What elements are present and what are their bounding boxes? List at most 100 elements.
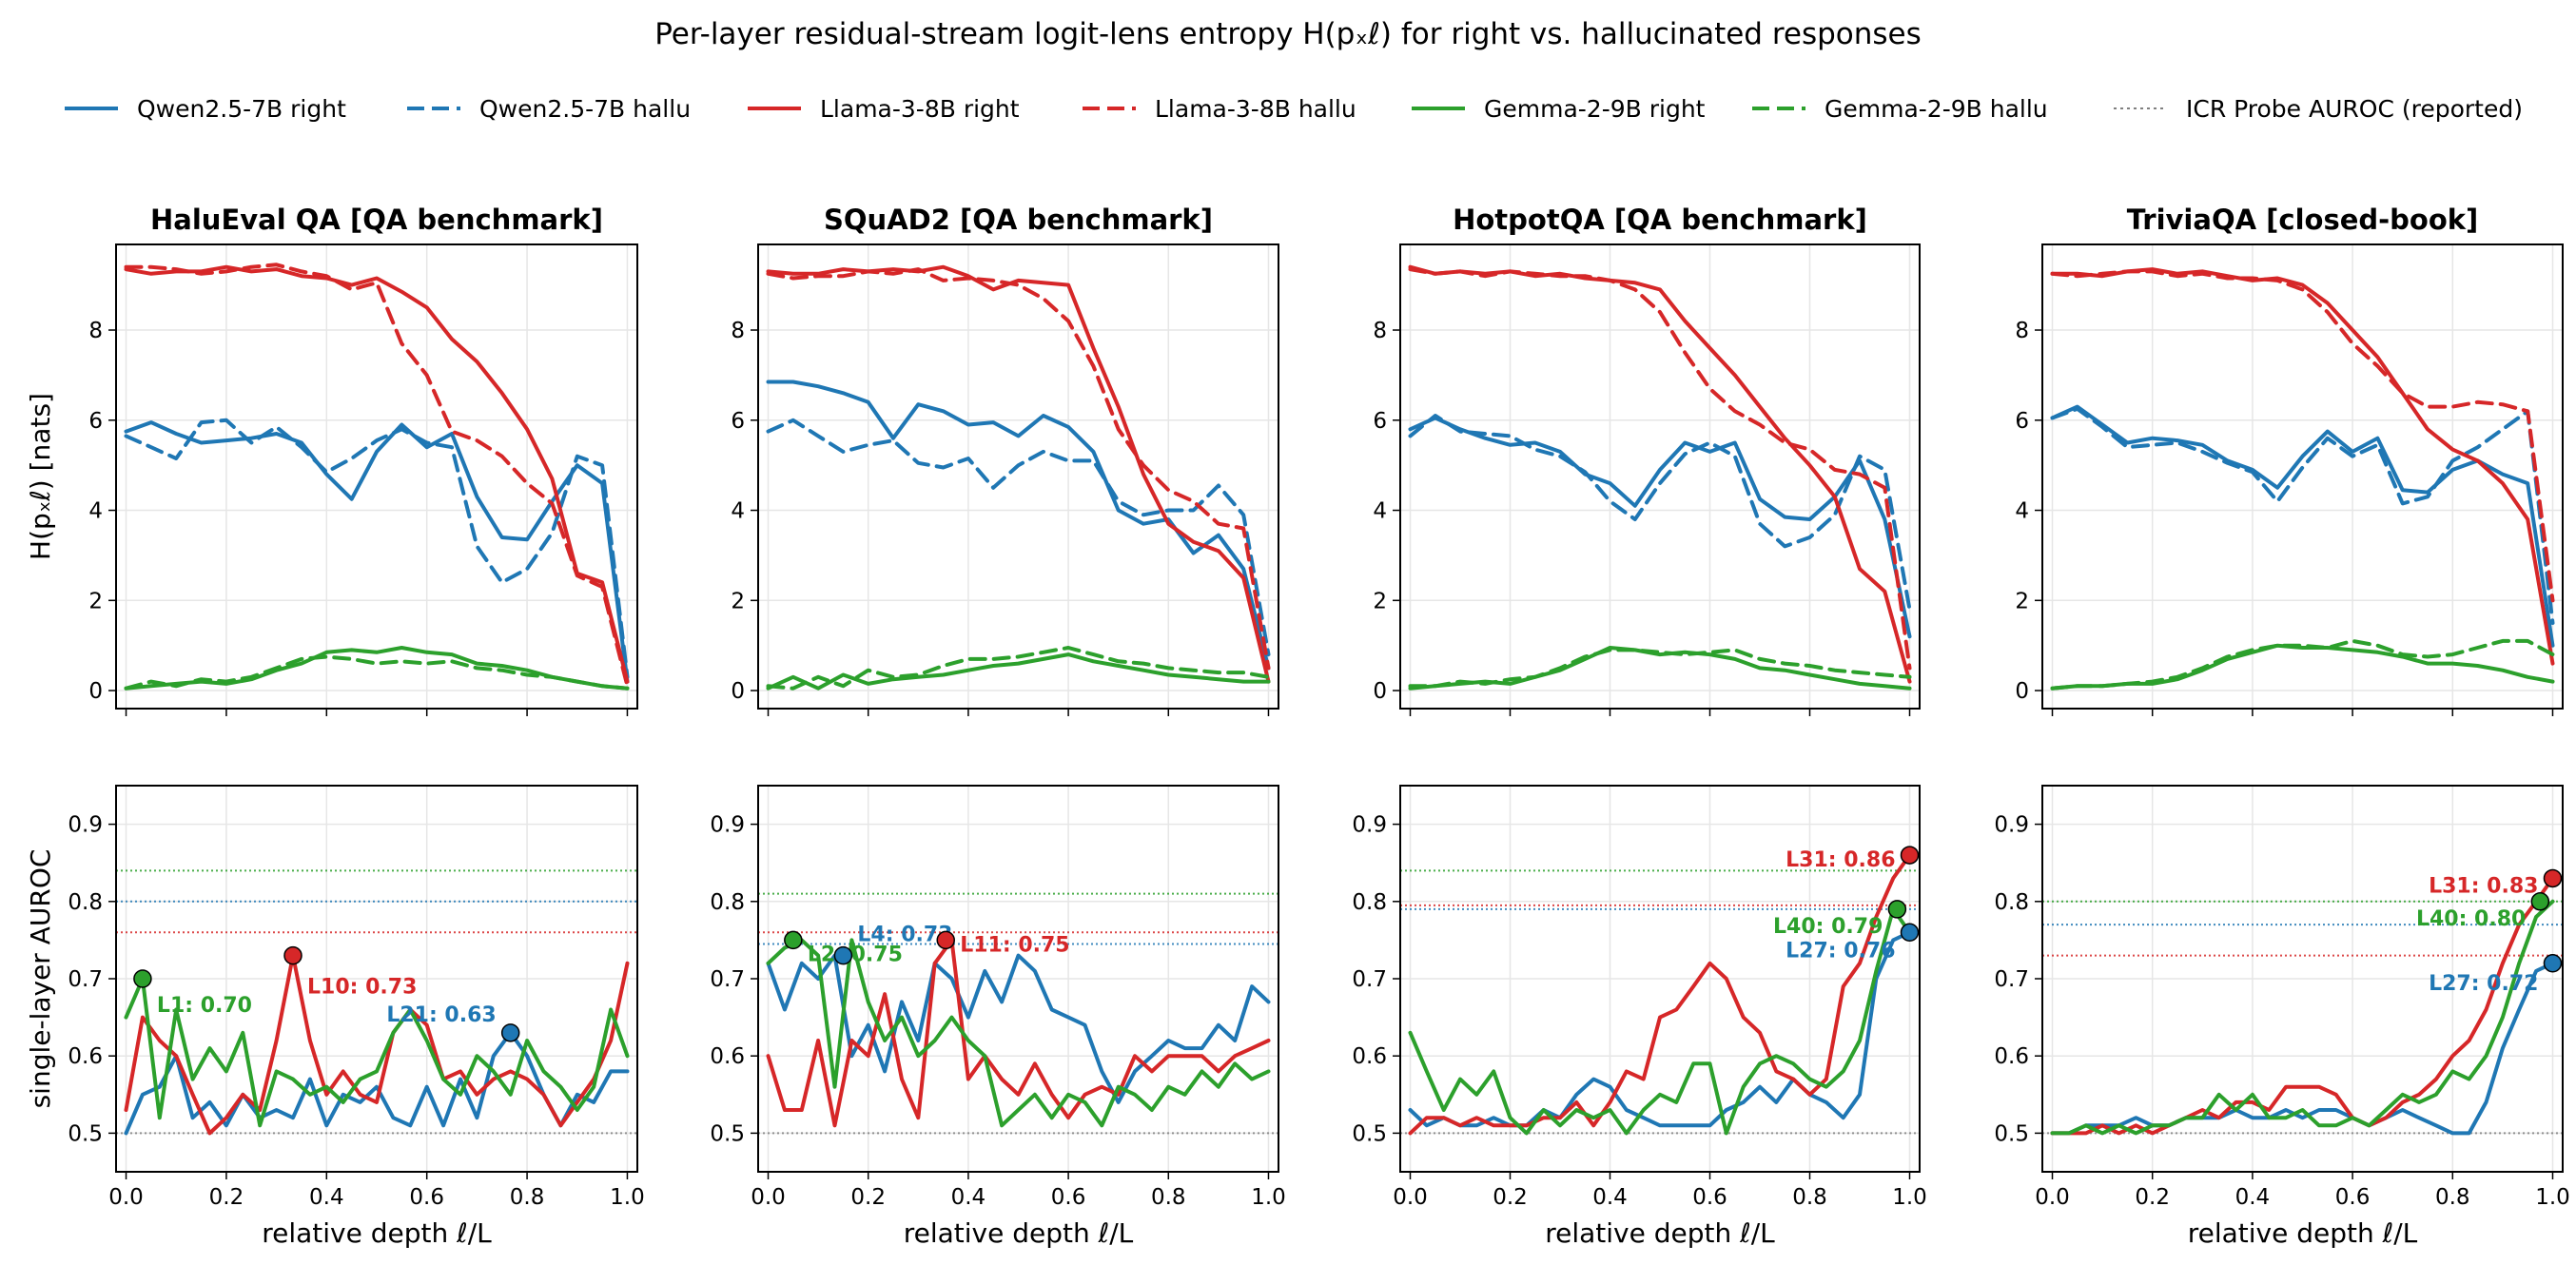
peak-label-gemma: L2: 0.75 — [808, 943, 903, 966]
series-group — [2050, 267, 2555, 691]
x-tick-label: 0.0 — [1393, 1185, 1428, 1210]
peak-marker-qwen — [500, 1023, 520, 1042]
chart-panel-5: 0.0 0.2 0.4 0.6 0.8 1.0 0.5 0.6 0.7 0.8 0.9 L1: 0.7… — [25, 785, 645, 1249]
x-tick-label: 0.4 — [1592, 1185, 1628, 1210]
peak-marker-llama — [2543, 868, 2563, 888]
series-line-llama-dashed — [1408, 267, 1912, 671]
peak-label-gemma: L40: 0.79 — [1773, 915, 1883, 939]
series-line-qwen-dashed — [1408, 414, 1912, 612]
peak-marker-gemma — [2530, 892, 2550, 911]
x-axis-label: relative depth ℓ/L — [262, 1217, 492, 1249]
x-tick-label: 0.2 — [1493, 1185, 1528, 1210]
y-tick-label: 0.5 — [1994, 1121, 2029, 1146]
x-tick-label: 1.0 — [1892, 1185, 1927, 1210]
y-tick-label: 0 — [731, 679, 745, 704]
series-line-llama-dashed — [2050, 269, 2555, 603]
series-group — [1408, 264, 1912, 691]
series-group — [2050, 876, 2555, 1136]
x-axis-label: relative depth ℓ/L — [2188, 1217, 2418, 1249]
peak-marker-gemma — [1887, 900, 1907, 919]
x-tick-label: 1.0 — [610, 1185, 645, 1210]
x-axis-label: relative depth ℓ/L — [1545, 1217, 1775, 1249]
y-tick-label: 0.7 — [710, 967, 745, 992]
axes-frame — [115, 243, 638, 710]
y-tick-label: 0.9 — [1994, 813, 2029, 838]
series-line-qwen-solid — [2050, 404, 2555, 648]
chart-panel-1: 0 2 4 6 8 HaluEval QA [QA benchmark] H(pₓℓ) [n… — [25, 204, 638, 716]
peak-marker-llama — [1900, 846, 1920, 865]
x-axis-label: relative depth ℓ/L — [904, 1217, 1134, 1249]
x-tick-label: 1.0 — [1251, 1185, 1286, 1210]
panel-title: HotpotQA [QA benchmark] — [1453, 204, 1867, 236]
chart-panel-2: 0 2 4 6 8 SQuAD2 [QA benchmark] — [731, 204, 1279, 716]
y-tick-label: 2 — [731, 589, 745, 613]
chart-panel-3: 0 2 4 6 8 HotpotQA [QA benchmark] — [1373, 204, 1921, 716]
series-line-qwen — [2050, 961, 2555, 1136]
peak-label-qwen: L4: 0.73 — [857, 924, 952, 947]
y-tick-label: 0.6 — [1352, 1044, 1387, 1069]
peak-marker-llama — [936, 930, 955, 950]
series-line-gemma-dashed — [2050, 638, 2555, 691]
y-tick-label: 8 — [1373, 319, 1387, 343]
x-tick-label: 0.6 — [1051, 1185, 1086, 1210]
peak-marker-gemma — [133, 969, 152, 988]
x-tick-label: 0.6 — [1692, 1185, 1727, 1210]
y-tick-label: 8 — [88, 319, 103, 343]
x-tick-label: 0.2 — [850, 1185, 886, 1210]
y-tick-label: 0.8 — [710, 890, 745, 915]
chart-panel-4: 0 2 4 6 8 TriviaQA [closed-book] — [2015, 204, 2564, 716]
y-tick-label: 8 — [2015, 319, 2029, 343]
y-tick-label: 0.8 — [1994, 890, 2029, 915]
y-tick-label: 0.5 — [1352, 1121, 1387, 1146]
x-tick-label: 0.0 — [751, 1185, 786, 1210]
y-tick-label: 0.7 — [68, 967, 103, 992]
y-tick-label: 0.7 — [1352, 967, 1387, 992]
series-line-llama-dashed — [124, 263, 630, 689]
series-line-gemma-solid — [766, 652, 1271, 691]
series-line-llama — [2050, 876, 2555, 1136]
series-line-llama-solid — [1408, 264, 1912, 684]
series-line-qwen-solid — [124, 420, 630, 684]
x-tick-label: 1.0 — [2535, 1185, 2570, 1210]
panel-title: HaluEval QA [QA benchmark] — [150, 204, 603, 236]
y-axis-label: single-layer AUROC — [25, 849, 56, 1109]
series-line-llama-dashed — [766, 267, 1271, 671]
series-line-gemma-dashed — [766, 646, 1271, 691]
y-tick-label: 2 — [1373, 589, 1387, 613]
series-group — [124, 953, 630, 1136]
peak-marker-llama — [283, 945, 302, 965]
y-tick-label: 6 — [1373, 409, 1387, 434]
axes-frame — [1399, 243, 1921, 710]
axes-frame — [757, 243, 1279, 710]
y-tick-label: 0.5 — [710, 1121, 745, 1146]
series-line-llama — [1408, 853, 1912, 1136]
peak-marker-qwen — [2543, 954, 2563, 973]
series-line-llama — [124, 953, 630, 1136]
y-tick-label: 0.9 — [1352, 813, 1387, 838]
y-tick-label: 6 — [2015, 409, 2029, 434]
y-tick-label: 0.9 — [710, 813, 745, 838]
x-tick-label: 0.8 — [1792, 1185, 1827, 1210]
y-tick-label: 0 — [88, 679, 103, 704]
series-line-gemma — [124, 977, 630, 1128]
peak-label-qwen: L21: 0.63 — [386, 1003, 496, 1027]
figure-title: Per-layer residual-stream logit-lens ent… — [654, 17, 1922, 51]
series-line-qwen — [1408, 930, 1912, 1128]
y-tick-label: 6 — [731, 409, 745, 434]
peak-label-llama: L31: 0.83 — [2429, 874, 2538, 898]
peak-label-llama: L10: 0.73 — [307, 976, 417, 1000]
series-line-llama-solid — [124, 264, 630, 684]
y-tick-label: 0.6 — [68, 1044, 103, 1069]
series-line-gemma-dashed — [124, 654, 630, 691]
panel-title: SQuAD2 [QA benchmark] — [824, 204, 1213, 236]
y-tick-label: 4 — [731, 499, 745, 524]
legend-label: Gemma-2-9B hallu — [1825, 95, 2048, 123]
series-line-gemma-dashed — [1408, 648, 1912, 689]
series-line-llama-solid — [766, 264, 1271, 684]
x-tick-label: 0.6 — [409, 1185, 444, 1210]
chart-panel-8: 0.0 0.2 0.4 0.6 0.8 1.0 0.5 0.6 0.7 0.8 0.9 L31: 0.… — [1994, 785, 2570, 1249]
legend-label: Qwen2.5-7B hallu — [479, 95, 691, 123]
y-tick-label: 0.6 — [1994, 1044, 2029, 1069]
axes-frame — [115, 785, 638, 1173]
